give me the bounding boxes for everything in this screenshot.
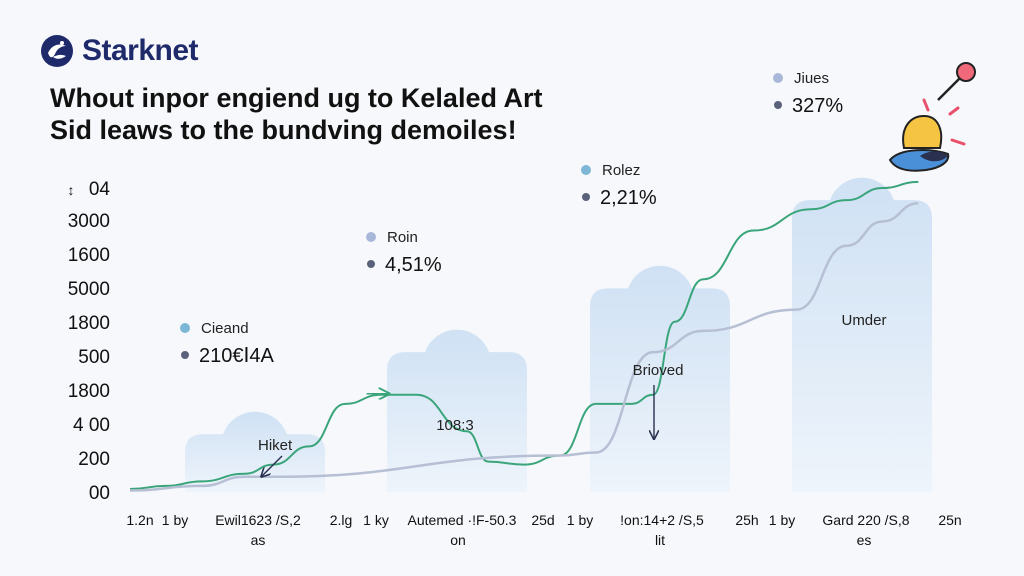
legend-value: 4,51% [385,254,442,276]
legend-value: 210€Ⅰ4A [199,345,275,367]
legend-dot-light [773,73,783,83]
annotation-arrow-hiket [262,455,283,476]
legend-dot-dark [367,260,375,268]
legend-label: Roin [387,229,418,246]
series-line-gray [129,201,919,492]
starknet-logo-icon [41,35,73,67]
brand-name: Starknet [82,34,199,67]
annotation-column-2: 108:3 [436,417,474,434]
column-3 [792,177,932,493]
x-tick-label: 25d [531,512,554,528]
x-tick-label: Gard 220 /S,8 [822,512,909,528]
columns-layer [185,177,932,493]
x-tick-label: 1 by [769,512,795,528]
series-layer [129,180,919,492]
y-tick-label: 04 [89,179,111,200]
x-tick-label: 1 by [567,512,593,528]
y-tick-label: 00 [89,483,110,504]
x-sub-label: es [857,532,872,548]
legend-dot-light [366,232,376,242]
y-tick-label: 1800 [68,313,110,334]
annotation-hiket: Hiket [258,437,293,454]
x-sub-label: as [251,532,266,548]
legend-label: Jiues [794,70,829,87]
x-tick-label: 1.2n [126,512,153,528]
y-tick-label: 500 [78,347,110,368]
x-tick-label: 1 ky [363,512,389,528]
x-tick-label: 1 by [162,512,188,528]
y-tick-label: 3000 [68,211,110,232]
legend-dot-dark [774,101,782,109]
annotation-layer: Hiket 108:3 Brioved Umder [258,312,887,476]
legend-dot-light [581,165,591,175]
y-axis-marker: ↕ [68,182,75,198]
legend-label: Rolez [602,162,640,179]
y-tick-label: 4 00 [73,415,110,436]
brand: Starknet [40,34,199,68]
x-sub-label: lit [655,532,665,548]
x-sub-label: on [450,532,466,548]
series-line-green [129,180,919,490]
legend-dot-dark [181,351,189,359]
annotation-umder: Umder [841,312,886,329]
y-tick-label: 5000 [68,279,110,300]
headline: Whout inpor engiend ug to Kelaled Art Si… [50,82,542,146]
legend-value: 327% [792,95,843,117]
y-tick-label: 1600 [68,245,110,266]
annotation-brioved: Brioved [633,362,684,379]
headline-line-1: Whout inpor engiend ug to Kelaled Art [50,83,543,113]
x-axis: 1.2n 1 by Ewil1623 /S,2 2.lg 1 ky Autemed ·!F… [126,512,961,548]
legend-layer: Cieand 210€Ⅰ4A Roin 4,51% Rolez 2,21% Jiues 327… [180,70,843,367]
x-tick-label: 25h [735,512,758,528]
x-tick-label: Ewil1623 /S,2 [215,512,301,528]
legend-label: Cieand [201,320,249,337]
y-tick-label: 1800 [68,381,110,402]
y-axis: 00 200 4 00 1800 500 1800 5000 1600 3000 04 ↕ [68,179,111,504]
column-1 [387,329,527,492]
x-tick-label: Autemed ·!F-50.3 [408,512,517,528]
headline-line-2: Sid leaws to the bundving demoiles! [50,115,517,145]
y-tick-label: 200 [78,449,110,470]
rocket-mascot-icon [888,62,976,172]
column-0 [185,411,325,492]
x-tick-label: 25n [938,512,961,528]
legend-value: 2,21% [600,187,657,209]
legend-dot-light [180,323,190,333]
legend-dot-dark [582,193,590,201]
x-tick-label: 2.lg [330,512,353,528]
x-tick-label: !on:14+2 /S,5 [620,512,704,528]
